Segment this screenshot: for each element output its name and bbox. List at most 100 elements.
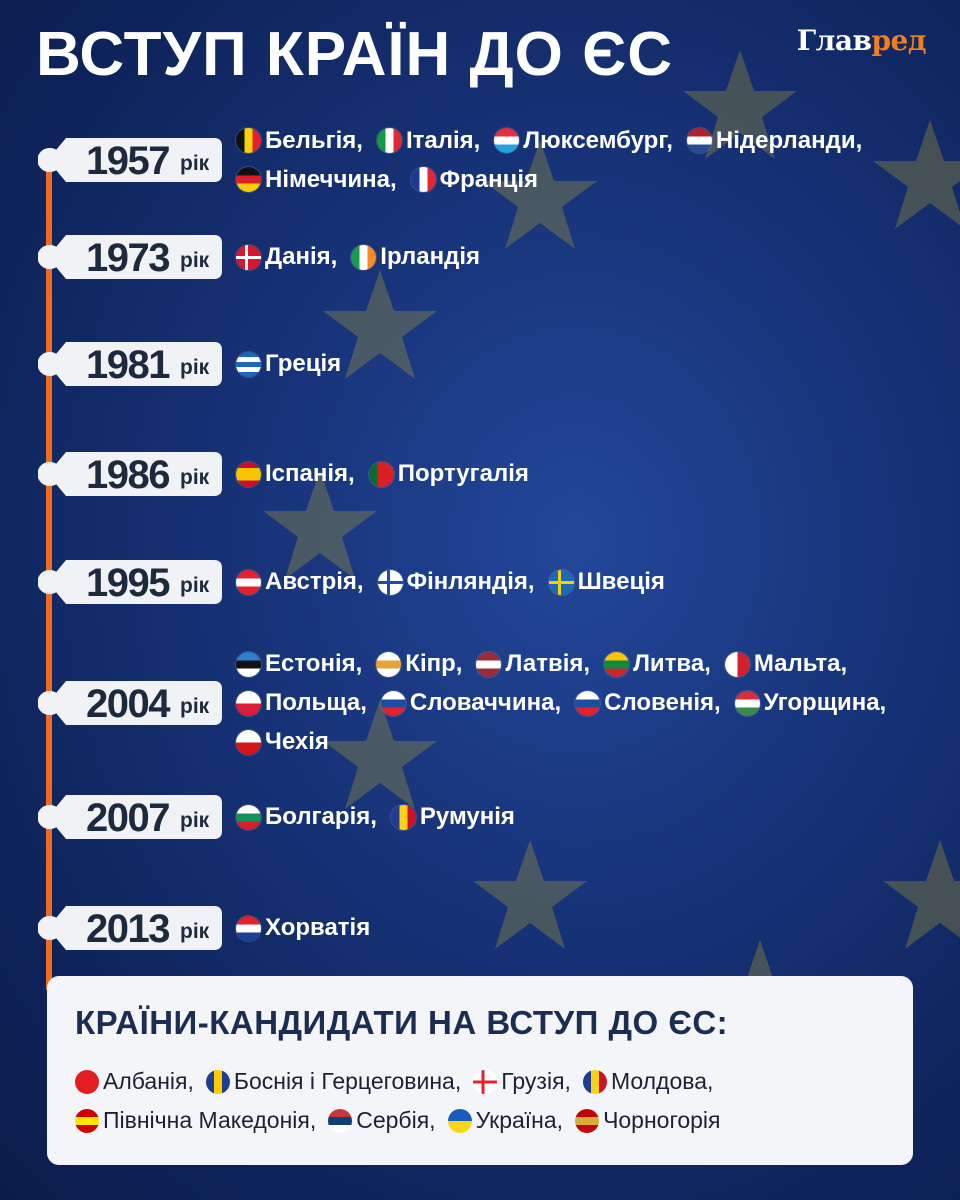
- country-item: Ірландія: [351, 243, 480, 271]
- logo-accent: ред: [871, 24, 926, 57]
- flag-icon: [205, 1069, 230, 1094]
- country-name: Латвія,: [505, 650, 591, 677]
- country-line: Північна Македонія, Сербія, Україна, Чорног…: [75, 1101, 733, 1140]
- year-suffix: рік: [180, 695, 210, 718]
- page-title: ВСТУП КРАЇН ДО ЄС: [36, 20, 673, 89]
- country-item: Італія,: [376, 126, 481, 155]
- country-name: Литва,: [633, 650, 711, 677]
- country-list: Болгарія, Румунія: [236, 798, 529, 837]
- country-item: Словенія,: [575, 689, 721, 717]
- flag-icon: [390, 804, 416, 830]
- country-line: Польща, Словаччина, Словенія, Угорщина,: [236, 684, 900, 723]
- flag-icon: [494, 128, 520, 153]
- country-name: Португалія: [397, 460, 529, 487]
- year-label: 1981: [86, 343, 170, 387]
- country-name: Кіпр,: [405, 650, 463, 677]
- country-list: Греція: [236, 345, 355, 384]
- country-item: Румунія: [390, 803, 515, 831]
- flag-icon: [473, 1069, 498, 1094]
- country-item: Словаччина,: [380, 689, 561, 717]
- country-item: Бельгія,: [236, 127, 363, 155]
- year-tag-shape: [38, 681, 222, 725]
- country-item: Франція: [410, 166, 538, 194]
- flag-icon: [476, 651, 502, 677]
- country-item: Кіпр,: [376, 650, 462, 678]
- year-suffix: рік: [180, 152, 210, 175]
- country-item: Сербія,: [328, 1107, 436, 1134]
- country-name: Боснія і Герцеговина,: [233, 1068, 462, 1094]
- country-name: Угорщина,: [763, 689, 887, 716]
- flag-icon: [604, 651, 630, 677]
- country-name: Албанія,: [103, 1068, 194, 1094]
- candidates-title: КРАЇНИ-КАНДИДАТИ НА ВСТУП ДО ЄС:: [75, 1004, 729, 1041]
- country-item: Данія,: [236, 243, 337, 271]
- flag-icon: [75, 1108, 99, 1133]
- country-list: Австрія, Фінляндія, Швеція: [236, 563, 679, 602]
- country-item: Іспанія,: [236, 460, 355, 488]
- year-label: 1957: [86, 139, 170, 183]
- country-item: Мальта,: [724, 650, 847, 678]
- country-name: Іспанія,: [265, 460, 355, 487]
- country-item: Албанія,: [75, 1068, 194, 1095]
- country-item: Німеччина,: [236, 166, 397, 194]
- country-name: Фінляндія,: [406, 568, 535, 595]
- year-suffix: рік: [180, 574, 210, 597]
- flag-icon: [236, 690, 261, 716]
- country-item: Нідерланди,: [686, 127, 862, 155]
- country-item: Боснія і Герцеговина,: [205, 1068, 462, 1095]
- country-name: Австрія,: [265, 568, 364, 595]
- country-line: Бельгія, Італія, Люксембург, Нідерланди,: [236, 121, 876, 160]
- country-item: Угорщина,: [734, 689, 887, 717]
- country-name: Румунія: [419, 803, 515, 830]
- country-name: Польща,: [265, 689, 367, 716]
- country-name: Чорногорія: [603, 1107, 721, 1133]
- flag-icon: [328, 1108, 353, 1133]
- country-item: Україна,: [447, 1107, 563, 1134]
- country-list: Данія, Ірландія: [236, 238, 494, 277]
- country-name: Греція: [265, 350, 342, 377]
- country-line: Болгарія, Румунія: [236, 798, 529, 837]
- country-list: Естонія, Кіпр, Латвія, Литва, Мальта, Польща,…: [236, 645, 900, 762]
- country-item: Польща,: [236, 689, 367, 717]
- flag-icon: [686, 128, 712, 153]
- year-label: 1995: [86, 561, 170, 605]
- country-line: Естонія, Кіпр, Латвія, Литва, Мальта,: [236, 645, 900, 684]
- candidates-list: Албанія, Боснія і Герцеговина, Грузія, Молд…: [75, 1062, 733, 1140]
- flag-icon: [447, 1108, 472, 1133]
- country-name: Сербія,: [356, 1107, 436, 1133]
- year-tag-shape: [38, 906, 222, 950]
- year-suffix: рік: [180, 920, 210, 943]
- year-label: 2013: [86, 907, 170, 951]
- flag-icon: [236, 128, 261, 153]
- year-label: 1973: [86, 236, 170, 280]
- country-name: Грузія,: [501, 1068, 571, 1094]
- country-name: Швеція: [577, 568, 665, 595]
- country-item: Хорватія: [236, 914, 370, 942]
- year-tag: 1957 рік: [38, 138, 222, 183]
- year-tag-shape: [38, 795, 222, 839]
- country-name: Італія,: [405, 126, 481, 154]
- country-name: Болгарія,: [265, 803, 377, 830]
- year-label: 2004: [86, 682, 170, 726]
- country-name: Молдова,: [610, 1068, 714, 1094]
- country-item: Молдова,: [582, 1068, 714, 1095]
- country-list: Хорватія: [236, 909, 384, 948]
- country-item: Фінляндія,: [377, 568, 535, 596]
- year-tag-shape: [38, 452, 222, 496]
- year-tag-shape: [38, 560, 222, 604]
- flag-icon: [236, 569, 261, 595]
- year-tag: 2004 рік: [38, 681, 222, 726]
- country-item: Австрія,: [236, 568, 364, 596]
- flag-icon: [236, 651, 261, 677]
- country-item: Грузія,: [473, 1068, 571, 1095]
- flag-icon: [376, 651, 402, 677]
- flag-icon: [236, 351, 261, 377]
- country-item: Північна Македонія,: [75, 1107, 316, 1134]
- flag-icon: [236, 915, 261, 941]
- year-label: 1986: [86, 453, 170, 497]
- country-name: Данія,: [265, 243, 338, 270]
- country-line: Німеччина, Франція: [236, 160, 876, 199]
- year-tag: 2007 рік: [38, 795, 222, 840]
- flag-icon: [575, 690, 601, 716]
- country-line: Данія, Ірландія: [236, 238, 494, 277]
